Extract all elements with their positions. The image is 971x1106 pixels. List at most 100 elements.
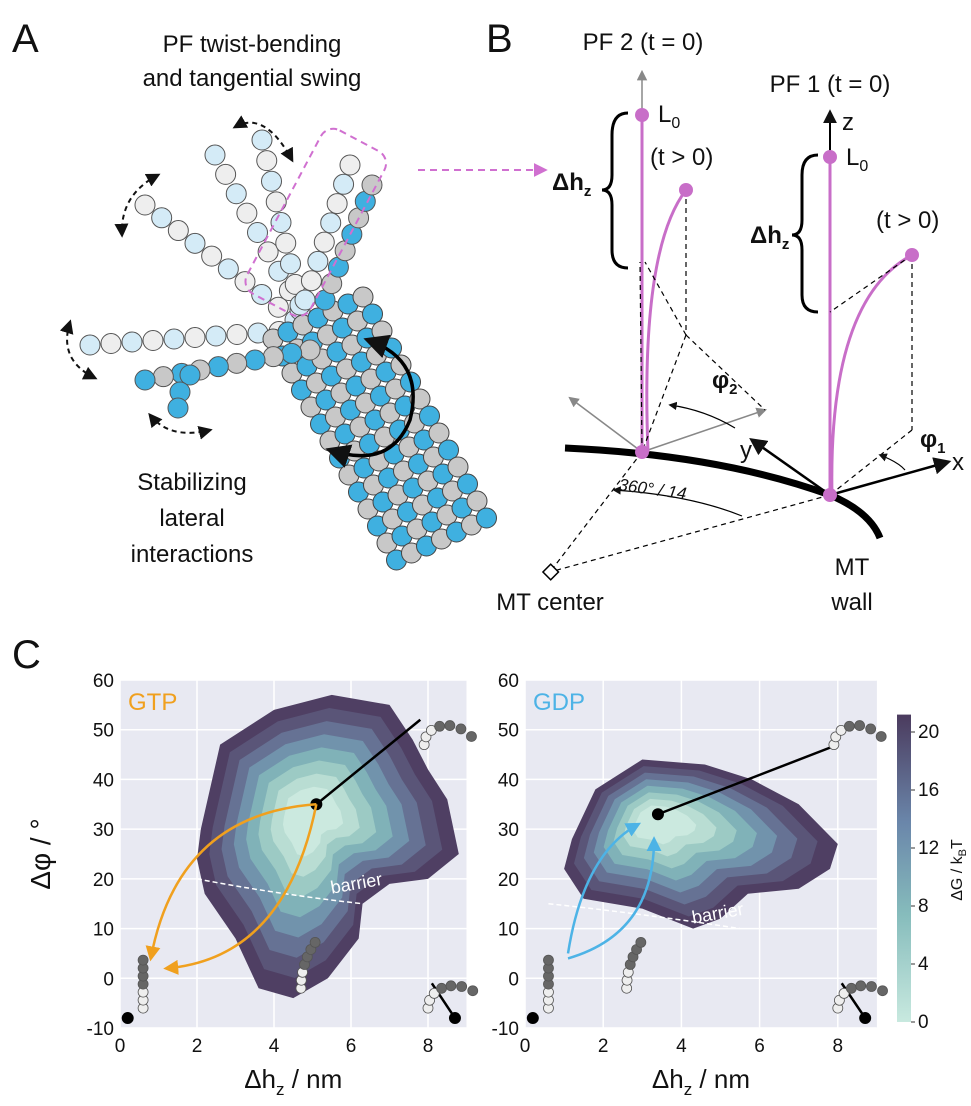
y-tick-label: 30 — [498, 820, 519, 841]
caption: interactions — [131, 541, 254, 568]
subunit — [100, 333, 122, 354]
y-tick-label: -10 — [87, 1019, 114, 1040]
state-link — [657, 743, 839, 816]
y-tick-label: 10 — [498, 920, 519, 941]
mini-subunit — [428, 987, 440, 999]
subunit — [280, 253, 301, 275]
subunit — [134, 369, 156, 391]
y-tick-label: 40 — [93, 770, 114, 791]
x-tick-label: 2 — [598, 1036, 609, 1057]
subunit — [142, 330, 164, 351]
subunit — [184, 327, 206, 348]
subunit — [362, 303, 383, 325]
mini-subunit — [466, 731, 477, 742]
subunit — [428, 422, 450, 444]
dhz-main: Δh — [552, 169, 584, 196]
swing-arrow — [232, 115, 294, 163]
axis-y: y — [740, 437, 752, 464]
swing-arrow — [114, 173, 161, 238]
panel-label: C — [12, 633, 41, 677]
subunit — [261, 170, 282, 192]
pf1-title: PF 1 (t = 0) — [770, 71, 891, 98]
subunit — [251, 283, 273, 305]
subunit — [217, 258, 239, 280]
subunit — [352, 286, 374, 308]
subunit — [256, 150, 278, 172]
panel-title: PF twist-bending — [163, 31, 342, 58]
highlight-box — [244, 127, 388, 318]
subunit — [333, 173, 355, 195]
x-axis-label: Δhz / nm — [244, 1064, 342, 1099]
subunit — [262, 346, 284, 368]
mini-subunit — [309, 936, 321, 948]
y-tick-label: 20 — [93, 870, 114, 891]
x-label-main: Δh — [244, 1064, 276, 1094]
subunit — [201, 245, 223, 267]
colorbar — [897, 714, 911, 1022]
x-tick-label: 4 — [269, 1036, 280, 1057]
subunit — [270, 212, 292, 233]
mini-subunit — [543, 954, 554, 966]
subunit — [152, 366, 174, 388]
phi-sub: 1 — [937, 440, 945, 457]
x-label-main: Δh — [652, 1064, 684, 1094]
mini-subunit — [635, 936, 647, 948]
t-later: (t > 0) — [876, 207, 939, 234]
dhz-label: Δhz — [750, 222, 789, 253]
panel-title: and tangential swing — [143, 65, 362, 92]
y-tick-label: 60 — [93, 671, 114, 692]
subunit — [251, 129, 273, 151]
subunit — [257, 241, 279, 263]
rotation-arrow — [325, 334, 415, 468]
plot-title: GDP — [533, 689, 585, 716]
dhz-main: Δh — [750, 222, 782, 249]
subunit — [466, 490, 488, 512]
panel-label: A — [12, 17, 39, 61]
subunit — [204, 144, 226, 166]
mini-subunit — [467, 985, 479, 997]
mini-subunit — [838, 987, 850, 999]
transition-arrow — [163, 804, 318, 975]
y-axis-label: Δφ / ° — [25, 818, 56, 889]
subunit — [167, 397, 189, 419]
subunit — [215, 163, 237, 185]
state-dot — [651, 808, 664, 821]
x-tick-label: 8 — [423, 1036, 434, 1057]
subunit — [134, 194, 156, 216]
subunit — [247, 222, 268, 243]
mini-subunit — [855, 980, 867, 992]
subunit — [419, 405, 440, 427]
subunit — [244, 349, 266, 371]
t-later: (t > 0) — [650, 144, 713, 171]
colorbar-label: ΔG / kBT — [949, 839, 969, 901]
y-tick-label: 30 — [93, 820, 114, 841]
mini-subunit — [845, 982, 857, 994]
panel-b-geometry — [541, 69, 952, 581]
energy-contour — [633, 805, 697, 845]
subunit — [409, 388, 431, 410]
mini-subunit — [854, 720, 866, 731]
y-tick-label: 40 — [498, 770, 519, 791]
subunit — [281, 342, 303, 364]
mini-subunit — [137, 954, 149, 966]
l0-main: L — [658, 101, 671, 128]
subunit — [265, 191, 287, 213]
barrier-line — [196, 878, 363, 905]
caption: lateral — [159, 505, 224, 532]
dhz-sub: z — [782, 236, 790, 253]
x-label-rest: / nm — [285, 1064, 343, 1094]
mini-subunit — [436, 982, 447, 994]
subunit — [226, 352, 248, 374]
subunit — [151, 207, 173, 229]
plot-title: GTP — [128, 689, 177, 716]
cb-label-main: ΔG / k — [949, 855, 966, 900]
transition-arrow — [145, 803, 317, 962]
phi-main: φ — [920, 426, 937, 453]
subunit — [179, 364, 201, 386]
subunit — [447, 456, 469, 478]
mini-subunit — [444, 720, 456, 731]
mini-subunit — [455, 723, 467, 735]
